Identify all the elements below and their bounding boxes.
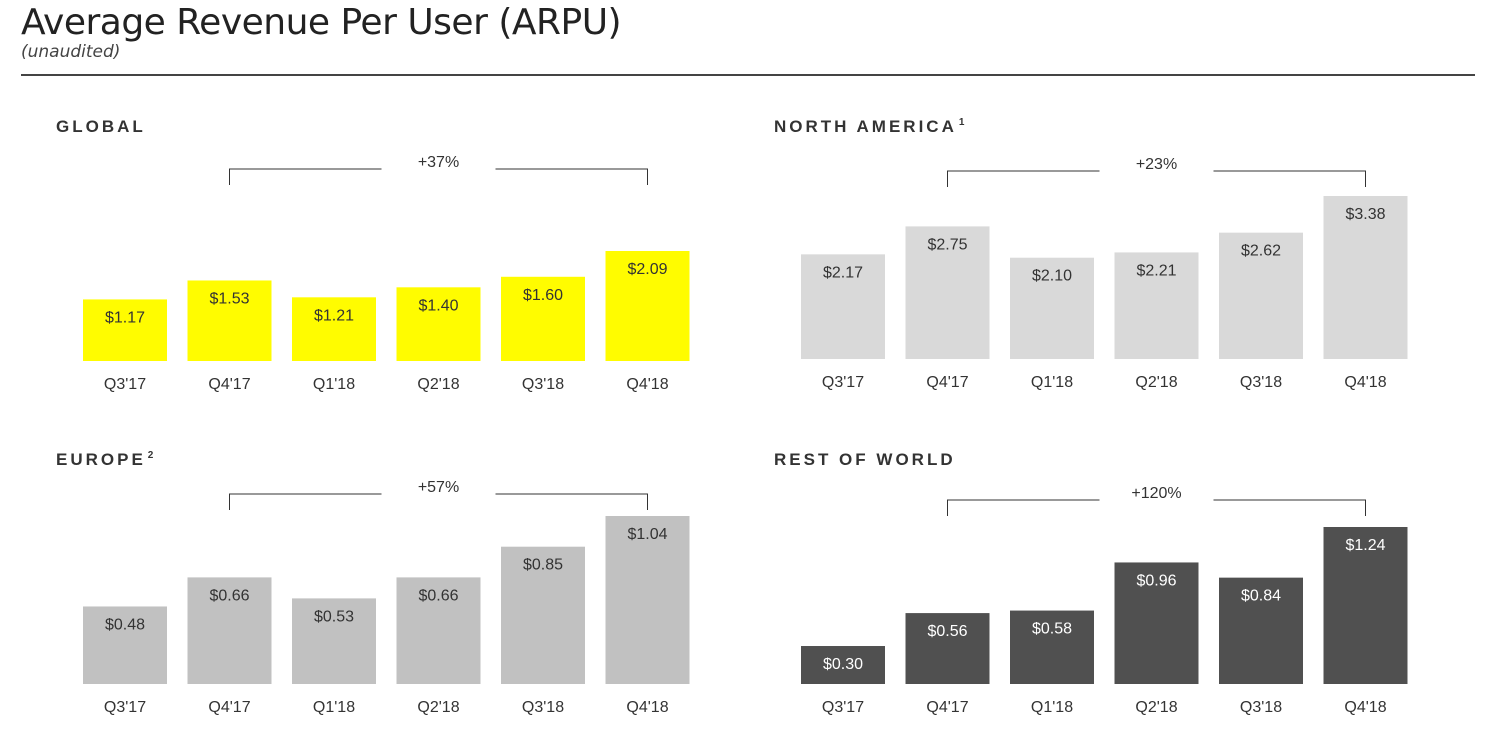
bar-value-label: $1.40: [418, 297, 458, 314]
chart-title: GLOBAL: [56, 117, 146, 136]
x-tick-label: Q1'18: [313, 376, 355, 393]
rest-of-world-chart: REST OF WORLD $0.30 Q3'17 $0.56 Q4'17 $0.58 Q…: [774, 450, 1454, 750]
europe-chart-svg: $0.48 Q3'17 $0.66 Q4'17 $0.53 Q1'18 $0.66 Q2'18…: [83, 479, 690, 716]
bar-value-label: $2.21: [1136, 262, 1176, 279]
x-tick-label: Q4'17: [208, 376, 250, 393]
bar: [501, 546, 585, 684]
bar: [292, 297, 376, 361]
bar-value-label: $3.38: [1345, 206, 1385, 223]
x-tick-label: Q4'18: [626, 376, 668, 393]
europe-chart: EUROPE 2 $0.48 Q3'17 $0.66 Q4'17 $0.53 Q1'18 $0…: [56, 450, 736, 750]
growth-label: +120%: [1131, 485, 1181, 502]
bar: [801, 254, 885, 359]
growth-bracket-left: [947, 499, 1100, 516]
bar-value-label: $0.84: [1241, 588, 1281, 605]
bar-value-label: $1.53: [209, 290, 249, 307]
growth-bracket-right: [495, 168, 648, 185]
growth-bracket-left: [229, 493, 382, 510]
bar-value-label: $1.60: [523, 287, 563, 304]
header-divider: [21, 74, 1475, 76]
chart-title: NORTH AMERICA 1: [774, 117, 965, 136]
bar: [605, 251, 690, 361]
bar: [605, 516, 690, 684]
bar-value-label: $0.56: [927, 623, 967, 640]
bar: [187, 280, 272, 361]
bar: [1010, 610, 1094, 684]
x-tick-label: Q4'17: [926, 374, 968, 391]
x-tick-label: Q3'17: [822, 374, 864, 391]
x-tick-label: Q3'17: [822, 699, 864, 716]
growth-bracket-right: [495, 493, 648, 510]
x-tick-label: Q4'18: [1344, 699, 1386, 716]
growth-label: +37%: [418, 154, 459, 171]
bar: [501, 276, 585, 361]
chart-title: REST OF WORLD: [774, 450, 956, 469]
bar: [396, 287, 481, 361]
bar-value-label: $2.09: [627, 261, 667, 278]
growth-label: +23%: [1136, 156, 1177, 173]
bar: [292, 598, 376, 684]
north-america-chart-svg: $2.17 Q3'17 $2.75 Q4'17 $2.10 Q1'18 $2.21 Q2'18…: [801, 156, 1408, 391]
bar: [396, 577, 481, 684]
x-tick-label: Q4'18: [1344, 374, 1386, 391]
x-tick-label: Q3'17: [104, 376, 146, 393]
bar-value-label: $0.53: [314, 608, 354, 625]
bar-value-label: $1.24: [1345, 537, 1385, 554]
global-chart-svg: $1.17 Q3'17 $1.53 Q4'17 $1.21 Q1'18 $1.40 Q2'18…: [83, 154, 690, 393]
bar-value-label: $0.66: [209, 587, 249, 604]
x-tick-label: Q1'18: [1031, 374, 1073, 391]
bar-value-label: $0.30: [823, 656, 863, 673]
growth-bracket-right: [1213, 499, 1366, 516]
x-tick-label: Q2'18: [1135, 374, 1177, 391]
page-title: Average Revenue Per User (ARPU): [21, 2, 622, 43]
x-tick-label: Q3'18: [522, 699, 564, 716]
bar: [1323, 196, 1408, 359]
bar-value-label: $2.62: [1241, 243, 1281, 260]
bar: [1219, 577, 1303, 684]
bar-value-label: $0.96: [1136, 572, 1176, 589]
x-tick-label: Q4'17: [208, 699, 250, 716]
bar-value-label: $2.10: [1032, 268, 1072, 285]
chart-title: EUROPE 2: [56, 450, 154, 469]
x-tick-label: Q3'18: [1240, 699, 1282, 716]
bar-value-label: $1.17: [105, 309, 145, 326]
bar: [1010, 257, 1094, 359]
bar-value-label: $0.85: [523, 557, 563, 574]
rest-of-world-chart-svg: $0.30 Q3'17 $0.56 Q4'17 $0.58 Q1'18 $0.96 Q2'18…: [801, 485, 1408, 716]
bar-value-label: $0.48: [105, 616, 145, 633]
x-tick-label: Q4'18: [626, 699, 668, 716]
growth-bracket-right: [1213, 170, 1366, 187]
page-subtitle: (unaudited): [21, 42, 121, 62]
x-tick-label: Q2'18: [1135, 699, 1177, 716]
bar-value-label: $2.17: [823, 264, 863, 281]
growth-bracket-left: [229, 168, 382, 185]
x-tick-label: Q1'18: [313, 699, 355, 716]
global-chart: GLOBAL $1.17 Q3'17 $1.53 Q4'17 $1.21 Q1'18 $1.…: [56, 117, 736, 417]
growth-label: +57%: [418, 479, 459, 496]
bar: [905, 226, 990, 359]
bar-value-label: $1.04: [627, 526, 667, 543]
bar: [801, 646, 885, 684]
bar: [83, 606, 167, 684]
bar: [1219, 232, 1303, 359]
x-tick-label: Q1'18: [1031, 699, 1073, 716]
bar: [1114, 252, 1199, 359]
bar: [1323, 527, 1408, 684]
x-tick-label: Q4'17: [926, 699, 968, 716]
growth-bracket-left: [947, 170, 1100, 187]
bar-value-label: $2.75: [927, 236, 967, 253]
x-tick-label: Q3'17: [104, 699, 146, 716]
x-tick-label: Q3'18: [522, 376, 564, 393]
bar-value-label: $1.21: [314, 307, 354, 324]
x-tick-label: Q2'18: [417, 699, 459, 716]
x-tick-label: Q3'18: [1240, 374, 1282, 391]
bar: [1114, 562, 1199, 684]
bar: [905, 613, 990, 684]
x-tick-label: Q2'18: [417, 376, 459, 393]
bar: [187, 577, 272, 684]
bar-value-label: $0.58: [1032, 621, 1072, 638]
bar-value-label: $0.66: [418, 587, 458, 604]
bar: [83, 299, 167, 361]
north-america-chart: NORTH AMERICA 1 $2.17 Q3'17 $2.75 Q4'17 $2.10…: [774, 117, 1454, 417]
